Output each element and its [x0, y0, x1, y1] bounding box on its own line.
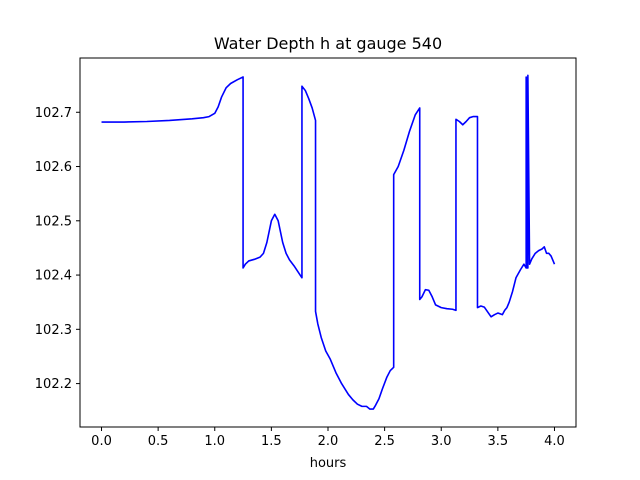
y-tick-label: 102.2 — [35, 377, 72, 392]
x-axis-label: hours — [310, 456, 347, 471]
x-tick-label: 1.0 — [204, 434, 225, 449]
series-group — [101, 74, 556, 410]
y-axis-ticks: 102.2 102.3 102.4 102.5 102.6 102.7 — [35, 106, 80, 392]
x-tick-label: 0.5 — [148, 434, 169, 449]
series-line-0 — [101, 74, 556, 410]
x-tick-label: 2.5 — [374, 434, 395, 449]
x-tick-label: 3.5 — [488, 434, 509, 449]
y-tick-label: 102.7 — [35, 106, 72, 121]
y-tick-label: 102.6 — [35, 160, 72, 175]
x-tick-label: 2.0 — [318, 434, 339, 449]
chart-title: Water Depth h at gauge 540 — [214, 34, 442, 53]
x-tick-label: 4.0 — [544, 434, 565, 449]
x-tick-label: 0.0 — [91, 434, 112, 449]
x-axis-ticks: 0.0 0.5 1.0 1.5 2.0 2.5 3.0 3.5 4.0 — [91, 427, 565, 449]
y-tick-label: 102.4 — [35, 269, 72, 284]
y-tick-label: 102.5 — [35, 214, 72, 229]
x-tick-label: 1.5 — [261, 434, 282, 449]
x-tick-label: 3.0 — [431, 434, 452, 449]
y-tick-label: 102.3 — [35, 323, 72, 338]
